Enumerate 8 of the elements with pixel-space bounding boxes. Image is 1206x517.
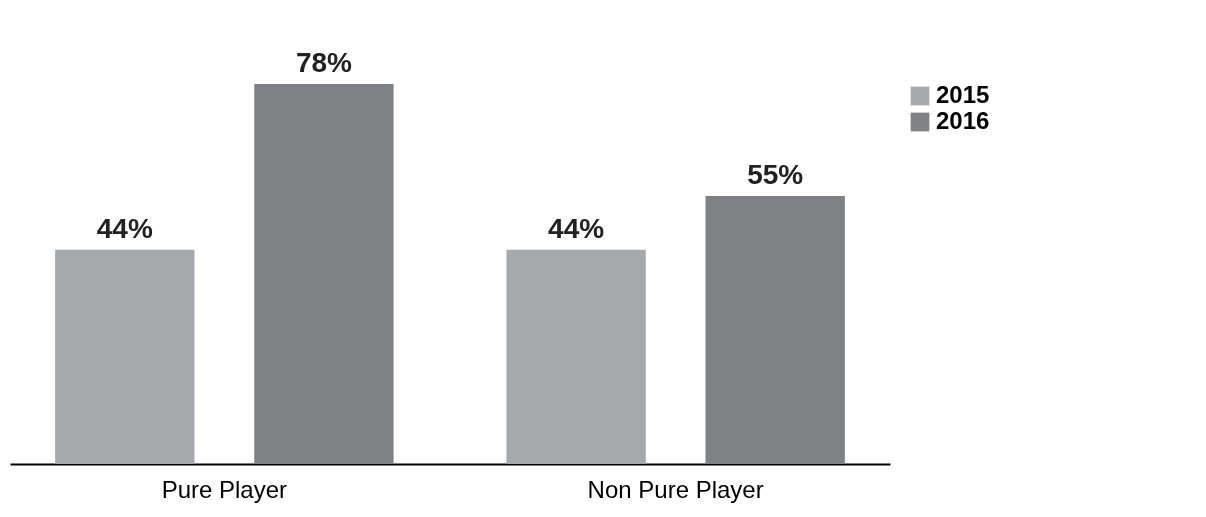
x-tick-label: Non Pure Player (587, 475, 764, 503)
data-label: 78% (295, 47, 353, 78)
data-label: 44% (96, 212, 153, 244)
legend-label: 2016 (936, 107, 990, 134)
legend-label: 2015 (936, 81, 990, 108)
data-label: 55% (747, 159, 804, 191)
x-tick-label: Pure Player (161, 475, 288, 503)
data-label: 44% (548, 212, 605, 244)
